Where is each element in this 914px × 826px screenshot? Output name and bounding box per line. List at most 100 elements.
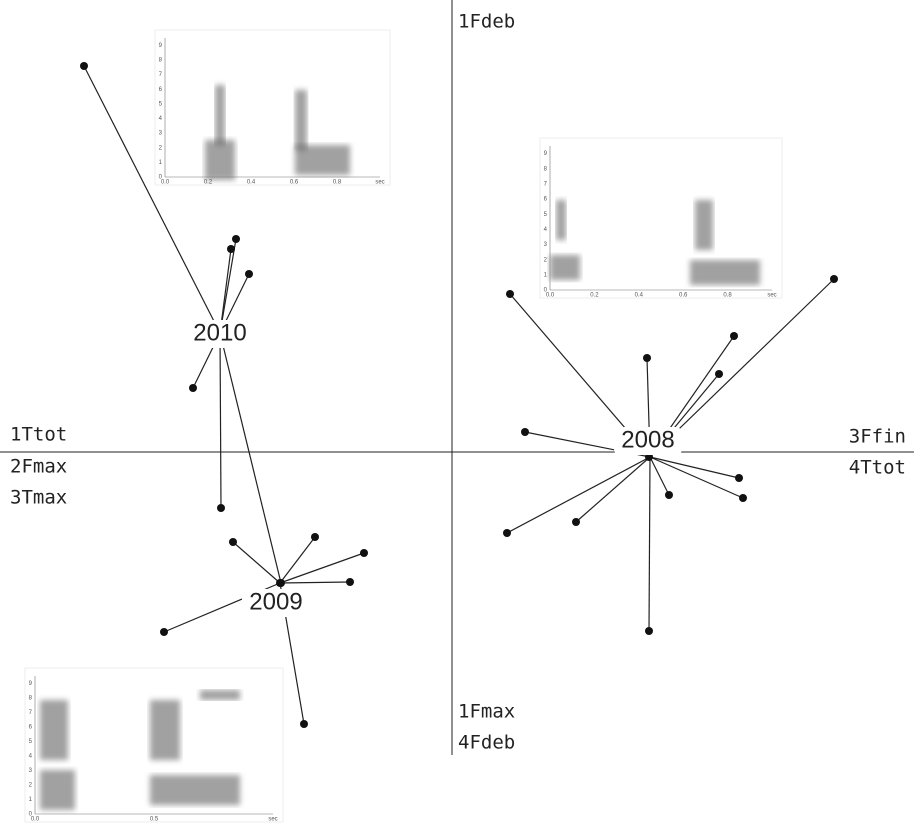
spectrogram-x-tick: 0.4 <box>247 180 256 186</box>
spectrogram-y-tick: 4 <box>159 116 163 122</box>
group-label: 2008 <box>621 426 674 453</box>
spectrogram-y-tick: 8 <box>29 695 33 701</box>
group-label: 2009 <box>249 588 302 615</box>
spectrogram-y-tick: 7 <box>159 72 163 78</box>
spectrogram-x-tick: 0.0 <box>31 817 40 823</box>
spectrogram-energy <box>695 200 713 250</box>
point <box>300 720 308 728</box>
group-label-bg <box>186 320 254 348</box>
spectrogram-y-tick: 6 <box>544 197 548 203</box>
spectrogram-energy <box>150 775 240 805</box>
spoke <box>575 456 651 523</box>
spoke <box>506 456 651 534</box>
point <box>730 332 738 340</box>
spoke <box>279 552 365 584</box>
point <box>735 474 743 482</box>
group-label-bg <box>242 589 310 617</box>
spoke <box>219 248 232 334</box>
spectrogram-y-tick: 5 <box>29 739 33 745</box>
spectrogram-y-tick: 2 <box>544 257 548 263</box>
spectrogram-y-tick: 2 <box>29 783 33 789</box>
spectrogram-energy <box>295 90 307 150</box>
spectrogram-y-tick: 3 <box>29 768 33 774</box>
spectrogram-x-tick: 0.6 <box>290 180 299 186</box>
spectrogram-y-tick: 6 <box>29 724 33 730</box>
group-label-bg <box>614 427 682 455</box>
spectrogram-x-tick: 0.0 <box>546 293 555 299</box>
spectrogram-y-tick: 6 <box>159 87 163 93</box>
spectrogram-y-tick: 9 <box>544 151 548 157</box>
spectrogram-y-tick: 4 <box>544 227 548 233</box>
spoke <box>219 238 237 334</box>
point <box>830 275 838 283</box>
spoke <box>83 65 221 334</box>
point <box>739 494 747 502</box>
spoke <box>649 456 670 496</box>
spectrogram: 0 1 2 3 4 5 6 7 8 9 0.0 0.2 0.4 0.6 0.8 sec <box>539 137 783 299</box>
point <box>232 235 240 243</box>
spectrogram-y-tick: 4 <box>29 753 33 759</box>
spectrogram-y-tick: 1 <box>29 797 33 803</box>
spectrogram-x-tick: 0.6 <box>679 293 688 299</box>
spectrogram-x-tick: 0.8 <box>723 293 732 299</box>
point <box>360 549 368 557</box>
group-label: 2010 <box>193 319 246 346</box>
point <box>665 491 673 499</box>
spectrogram-y-tick: 0 <box>544 288 548 294</box>
point <box>276 579 284 587</box>
spectrogram-y-tick: 1 <box>544 272 548 278</box>
spoke <box>649 456 740 479</box>
point <box>80 62 88 70</box>
spectrogram-frame <box>154 29 391 186</box>
axis-label: 4Ttot <box>849 457 906 479</box>
spectrogram-energy <box>40 700 68 760</box>
spectrogram-energy <box>200 690 240 700</box>
spectrogram-energy <box>205 140 235 180</box>
point <box>227 245 235 253</box>
spoke <box>232 541 281 584</box>
point <box>503 529 511 537</box>
point <box>521 428 529 436</box>
point <box>217 504 225 512</box>
point <box>229 538 237 546</box>
spectrogram-y-tick: 3 <box>544 242 548 248</box>
point <box>346 578 354 586</box>
spectrogram-x-tick: 0.2 <box>204 180 213 186</box>
spoke <box>219 332 222 509</box>
spectrogram-energy <box>215 85 225 145</box>
spectrogram-y-tick: 5 <box>544 212 548 218</box>
spectrogram-energy <box>150 700 180 760</box>
spectrogram-y-tick: 9 <box>159 43 163 49</box>
spoke <box>279 581 351 584</box>
point <box>715 370 723 378</box>
spectrogram-y-tick: 7 <box>544 181 548 187</box>
spectrogram-energy <box>550 255 580 280</box>
spoke <box>219 332 282 584</box>
axis-label: 3Tmax <box>10 487 67 509</box>
axis-label: 3Ffin <box>849 426 906 448</box>
point <box>311 533 319 541</box>
spectrogram-energy <box>40 770 75 810</box>
spectrogram-x-tick: sec <box>375 180 384 186</box>
axis-label: 1Fmax <box>458 701 515 723</box>
spoke <box>648 456 651 632</box>
spectrogram-y-tick: 8 <box>544 166 548 172</box>
point <box>189 384 197 392</box>
spoke <box>649 278 835 458</box>
spectrogram-x-tick: 0.4 <box>635 293 644 299</box>
spectrogram-y-tick: 5 <box>159 101 163 107</box>
spectrogram-y-tick: 0 <box>159 175 163 181</box>
spectrogram-x-tick: 0.2 <box>590 293 599 299</box>
spectrogram: 0 1 2 3 4 5 6 7 8 9 0.0 0.2 0.4 0.6 0.8 sec <box>154 29 391 186</box>
point <box>245 270 253 278</box>
axis-label: 1Ttot <box>10 424 67 446</box>
spectrogram-y-tick: 8 <box>159 58 163 64</box>
spectrogram-y-tick: 2 <box>159 145 163 151</box>
spectrogram-energy <box>556 200 566 240</box>
spectrogram-x-tick: 0.8 <box>333 180 342 186</box>
point <box>572 518 580 526</box>
point <box>643 354 651 362</box>
point <box>160 628 168 636</box>
spectrogram: 0 1 2 3 4 5 6 7 8 9 0.0 0.5 sec <box>24 667 284 823</box>
spectrogram-energy <box>690 260 760 285</box>
